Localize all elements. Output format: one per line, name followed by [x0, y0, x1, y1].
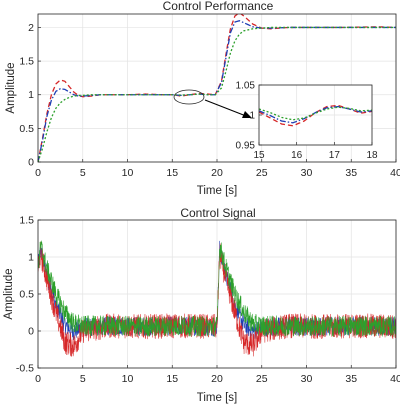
y-tick-label: 1: [28, 252, 34, 264]
inset-x-tick-labels: 15 16 17 18: [253, 150, 378, 161]
x-tick-label: 5: [80, 167, 86, 179]
y-tick-label: 2: [28, 22, 34, 34]
inset-zoom-chart: 15 16 17 18 0.95 1 1.05: [236, 81, 378, 162]
y-tick-label: 1.05: [236, 81, 256, 92]
y-tick-label: 0.95: [236, 141, 256, 152]
y-tick-label: 0.5: [19, 289, 34, 301]
y-tick-label: 0: [28, 157, 34, 169]
series-line-2: [259, 106, 372, 121]
y-tick-label: 1.5: [19, 215, 34, 227]
y-tick-label: 1: [28, 89, 34, 101]
axes-box: [37, 219, 397, 369]
y-tick-label: 0.5: [19, 123, 34, 135]
zoom-region-ellipse: [173, 89, 205, 105]
x-tick-label: 20: [211, 167, 223, 179]
series-group: [38, 14, 396, 162]
x-tick-label: 10: [122, 373, 134, 385]
series-line-2: [38, 240, 396, 337]
chart-title: Control Performance: [163, 0, 274, 13]
x-tick-label: 35: [345, 373, 357, 385]
x-tick-label: 0: [35, 373, 41, 385]
y-tick-labels: 0 0.5 1 1.5 2: [19, 22, 34, 169]
axes-box: [37, 13, 397, 163]
y-tick-label: 0: [28, 326, 34, 338]
y-tick-label: -0.5: [16, 363, 34, 375]
x-tick-label: 15: [166, 167, 178, 179]
x-tick-labels: 0 5 10 15 20 25 30 35 40: [35, 167, 400, 179]
inset-series-group: [259, 104, 372, 127]
y-axis-label: Amplitude: [5, 62, 17, 113]
x-tick-label: 0: [35, 167, 41, 179]
zoom-arrow-head: [242, 111, 252, 118]
x-tick-label: 15: [166, 373, 178, 385]
zoom-arrow-line: [204, 99, 247, 117]
x-tick-label: 40: [390, 167, 400, 179]
x-tick-label: 40: [390, 373, 400, 385]
x-tick-label: 5: [80, 373, 86, 385]
control-performance-chart: Control Performance 0 5 10 15 20 25 30 35 40 0 0.…: [5, 0, 400, 197]
x-tick-label: 30: [301, 167, 313, 179]
inset-y-tick-labels: 0.95 1 1.05: [236, 81, 256, 152]
x-tick-label: 16: [291, 150, 303, 161]
control-signal-chart: Control Signal 0 5 10 15 20 25 30 35 40 -0.500.5…: [3, 206, 400, 404]
x-tick-label: 25: [256, 373, 268, 385]
x-tick-labels: 0 5 10 15 20 25 30 35 40: [35, 373, 400, 385]
x-tick-label: 30: [301, 373, 313, 385]
x-tick-label: 18: [366, 150, 378, 161]
y-tick-label: 1.5: [19, 56, 34, 68]
y-tick-label: 1: [249, 111, 255, 122]
inset-axes-box: [258, 84, 373, 146]
x-tick-label: 35: [345, 167, 357, 179]
x-tick-label: 17: [329, 150, 341, 161]
series-line-1: [259, 105, 372, 124]
y-axis-label: Amplitude: [3, 268, 15, 319]
x-axis-label: Time [s]: [197, 392, 237, 404]
x-tick-label: 10: [122, 167, 134, 179]
series-group: [38, 240, 396, 357]
x-tick-label: 25: [256, 167, 268, 179]
x-tick-label: 15: [253, 150, 265, 161]
series-line-2: [38, 26, 396, 162]
y-tick-labels: -0.5 0 0.5 1 1.5: [16, 215, 34, 375]
x-axis-label: Time [s]: [197, 185, 237, 197]
chart-title: Control Signal: [180, 206, 255, 220]
x-tick-label: 20: [211, 373, 223, 385]
